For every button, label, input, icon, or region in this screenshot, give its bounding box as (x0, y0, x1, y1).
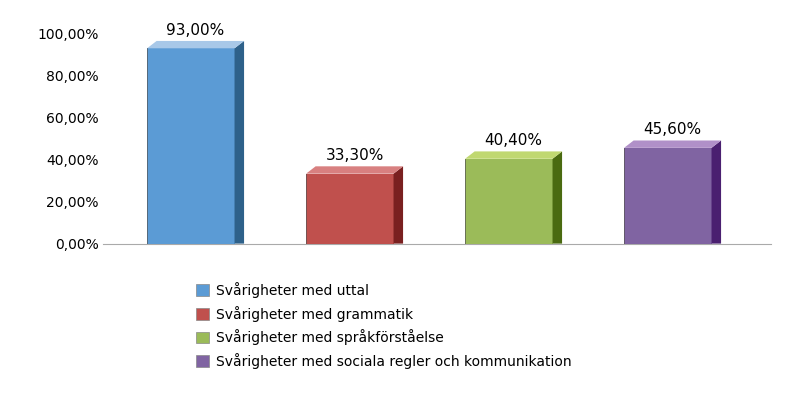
Legend: Svårigheter med uttal, Svårigheter med grammatik, Svårigheter med språkförståels: Svårigheter med uttal, Svårigheter med g… (196, 282, 572, 369)
Text: 93,00%: 93,00% (166, 23, 225, 38)
Polygon shape (147, 41, 244, 48)
Polygon shape (553, 151, 562, 244)
Polygon shape (712, 140, 721, 244)
Polygon shape (306, 166, 403, 173)
Bar (147, 48, 235, 244)
Bar (306, 173, 394, 244)
Polygon shape (465, 151, 562, 159)
Polygon shape (624, 140, 721, 148)
Text: 33,30%: 33,30% (325, 148, 384, 163)
Text: 40,40%: 40,40% (485, 133, 542, 148)
Polygon shape (394, 166, 403, 244)
Bar (465, 159, 553, 244)
Bar (624, 148, 712, 244)
Text: 45,60%: 45,60% (643, 122, 702, 137)
Polygon shape (235, 41, 244, 244)
